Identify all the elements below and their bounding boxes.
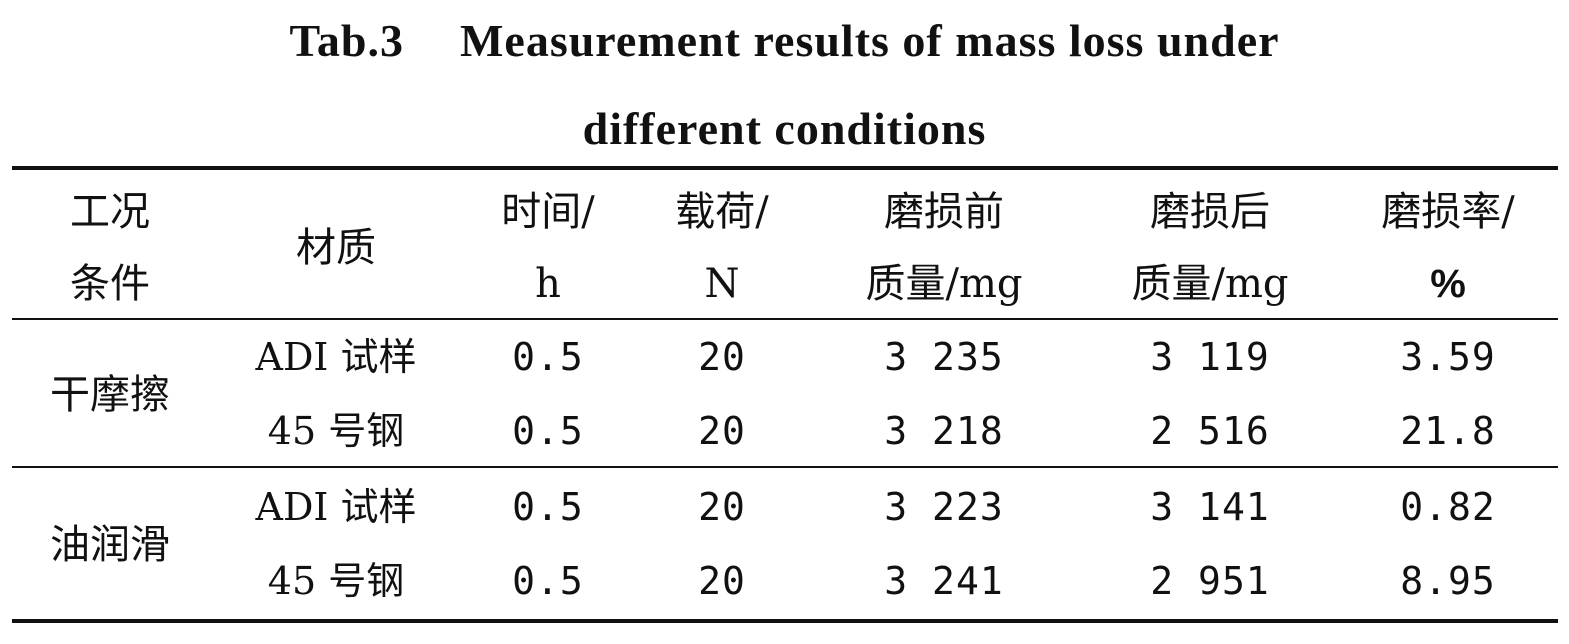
- cell-mass-after: 2 516: [1150, 409, 1270, 453]
- cell-time: 0.5: [512, 485, 584, 529]
- header-wear-rate: 磨损率/ %: [1381, 189, 1515, 306]
- header-mass-before: 磨损前 质量/mg: [865, 189, 1023, 307]
- cell-mass-after: 3 141: [1150, 485, 1270, 529]
- cell-mass-after: 2 951: [1150, 559, 1270, 603]
- table-bottom-rule: [12, 619, 1558, 623]
- header-load: 载荷/ N: [675, 189, 769, 307]
- cell-material: 45 号钢: [267, 559, 405, 603]
- caption-title: Measurement results of mass loss under: [459, 15, 1280, 66]
- cell-time: 0.5: [512, 335, 584, 379]
- table-number: Tab.3: [289, 15, 404, 66]
- group-condition-dry: 干摩擦: [50, 372, 170, 418]
- header-material: 材质: [296, 225, 376, 271]
- cell-wear-rate: 21.8: [1400, 409, 1496, 453]
- cell-mass-after: 3 119: [1150, 335, 1270, 379]
- cell-load: 20: [698, 559, 746, 603]
- cell-time: 0.5: [512, 559, 584, 603]
- header-condition: 工况 条件: [70, 189, 150, 307]
- table-top-rule: [12, 166, 1558, 170]
- header-separator-rule: [12, 318, 1558, 320]
- cell-load: 20: [698, 335, 746, 379]
- cell-load: 20: [698, 409, 746, 453]
- cell-material: 45 号钢: [267, 409, 405, 453]
- cell-wear-rate: 3.59: [1400, 335, 1496, 379]
- group-separator-rule: [12, 466, 1558, 468]
- cell-mass-before: 3 218: [884, 409, 1004, 453]
- cell-time: 0.5: [512, 409, 584, 453]
- cell-material: ADI 试样: [255, 335, 417, 379]
- cell-wear-rate: 0.82: [1400, 485, 1496, 529]
- cell-mass-before: 3 223: [884, 485, 1004, 529]
- header-mass-after: 磨损后 质量/mg: [1131, 189, 1289, 307]
- cell-wear-rate: 8.95: [1400, 559, 1496, 603]
- cell-mass-before: 3 235: [884, 335, 1004, 379]
- table-caption-line1: Tab.3 Measurement results of mass loss un…: [0, 14, 1569, 67]
- cell-load: 20: [698, 485, 746, 529]
- header-time: 时间/ h: [501, 189, 595, 307]
- cell-mass-before: 3 241: [884, 559, 1004, 603]
- cell-material: ADI 试样: [255, 485, 417, 529]
- group-condition-oil: 油润滑: [50, 522, 170, 568]
- table-caption-line2: different conditions: [582, 103, 987, 154]
